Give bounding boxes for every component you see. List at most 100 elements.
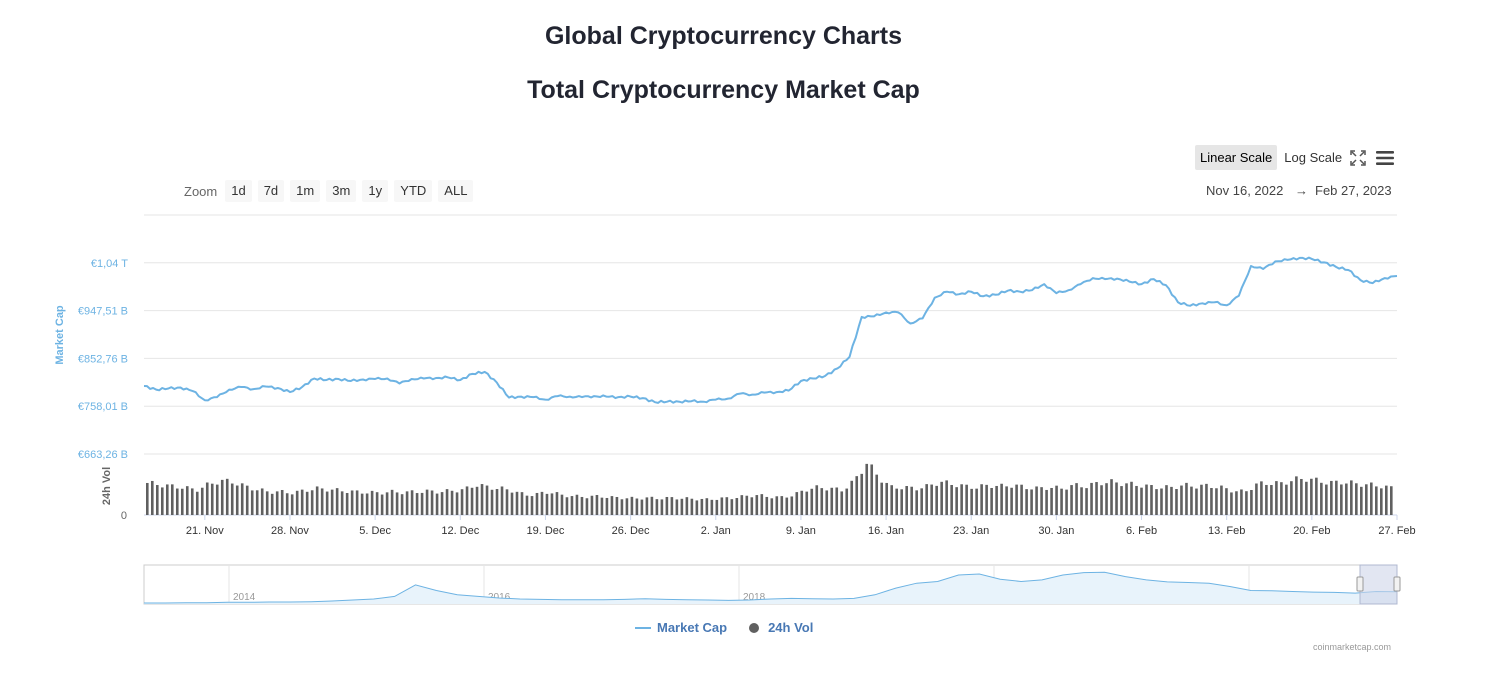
volume-bar [240,483,244,515]
volume-bar [410,490,414,515]
volume-bar [760,494,764,515]
volume-bar [1130,481,1133,515]
volume-bar [920,488,923,515]
market-cap-swatch [635,626,651,629]
volume-bar [1240,489,1243,515]
zoom-1y-button[interactable]: 1y [362,180,389,202]
volume-bar [310,490,314,515]
volume-bar [1210,487,1213,515]
volume-bar [1275,481,1278,515]
legend-market-cap[interactable]: Market Cap [635,620,727,635]
zoom-label: Zoom [184,183,218,199]
volume-bar [215,484,219,515]
range-to-input[interactable]: Feb 27, 2023 [1315,183,1392,198]
volume-bar [755,495,759,515]
volume-bar [280,489,284,515]
volume-bar [975,488,978,515]
linear-scale-button[interactable]: Linear Scale [1195,145,1278,170]
volume-bar [255,490,259,515]
volume-bar [475,486,479,515]
navigator-year-label: 2018 [743,592,766,603]
hamburger-menu-icon[interactable] [1373,146,1397,170]
volume-bar [840,491,844,515]
volume-bar [480,484,484,515]
x-tick-label: 23. Jan [953,525,989,537]
volume-bar [1100,485,1103,515]
volume-bar [985,484,988,515]
volume-bar [500,486,504,515]
volume-bar [1300,478,1303,515]
volume-bar [970,488,973,515]
volume-bar [1200,484,1203,515]
volume-bar [245,485,249,515]
volume-bar [905,486,908,515]
log-scale-button[interactable]: Log Scale [1284,150,1343,165]
range-from-input[interactable]: Nov 16, 2022 [1206,183,1284,198]
volume-bar [1235,491,1238,515]
volume-bar [1055,485,1058,515]
volume-bar [630,496,634,515]
volume-bar [1125,483,1128,515]
volume-bar [1365,484,1368,515]
volume-bar [355,490,359,515]
zoom-1d-button[interactable]: 1d [225,180,252,202]
volume-bar [146,482,149,515]
volume-bar [1065,489,1068,515]
volume-bar [525,495,529,515]
volume-bar [380,494,384,515]
volume-bar [710,499,714,515]
zoom-3m-button[interactable]: 3m [326,180,357,202]
volume-bar [1285,484,1288,515]
volume-bar [1255,483,1258,515]
scale-toggle: Linear Scale Log Scale [1195,145,1349,170]
volume-bar [220,479,224,515]
zoom-1m-button[interactable]: 1m [290,180,321,202]
volume-bar [210,483,214,515]
volume-bar [1000,483,1003,515]
volume-bar [1135,485,1138,515]
x-tick-label: 26. Dec [612,525,650,537]
legend-volume[interactable]: 24h Vol [749,620,813,635]
x-tick-label: 30. Jan [1038,525,1074,537]
volume-bar [965,484,968,515]
volume-bar [650,496,654,515]
volume-bar [1350,480,1353,515]
volume-bar [830,487,834,515]
volume-bar [685,497,689,515]
volume-bar [955,487,958,515]
volume-bar [520,492,524,515]
volume-bar [190,488,194,515]
volume-bar [390,489,394,515]
volume-bar [165,484,169,515]
volume-bar [1270,485,1273,515]
zoom-all-button[interactable]: ALL [438,180,474,202]
navigator-left-handle[interactable] [1356,576,1364,592]
volume-bar [675,499,679,515]
volume-bar [595,494,599,515]
volume-bar [200,487,204,515]
volume-bar [185,486,189,515]
volume-bar [785,497,789,515]
zoom-ytd-button[interactable]: YTD [394,180,433,202]
volume-bar [1150,485,1153,515]
volume-bar [570,496,574,515]
volume-bar [230,483,234,515]
volume-bar [400,494,404,515]
navigator-right-handle[interactable] [1393,576,1401,592]
volume-bar [1140,487,1143,515]
volume-bar [1030,489,1033,515]
fullscreen-icon[interactable] [1346,146,1370,170]
zoom-controls: Zoom 1d 7d 1m 3m 1y YTD ALL [184,180,479,202]
volume-bar [1260,481,1263,515]
volume-bar [890,485,894,515]
volume-bar [1320,482,1323,515]
volume-bar [825,490,829,515]
volume-bar [160,487,164,515]
zoom-7d-button[interactable]: 7d [257,180,285,202]
volume-bar [225,478,229,515]
credit-link[interactable]: coinmarketcap.com [1313,642,1392,652]
volume-bar [1245,491,1248,515]
volume-bar [900,489,903,515]
volume-bar [170,484,174,515]
volume-bar [845,488,849,515]
